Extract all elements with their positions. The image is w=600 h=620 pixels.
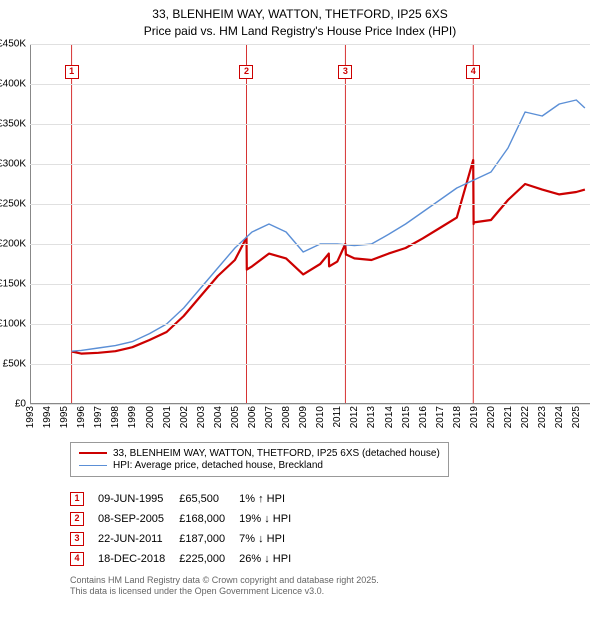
legend-label: 33, BLENHEIM WAY, WATTON, THETFORD, IP25… bbox=[113, 448, 440, 459]
event-marker: 4 bbox=[70, 552, 84, 566]
series-hpi bbox=[72, 100, 585, 351]
x-tick-label: 2005 bbox=[230, 406, 241, 432]
event-price: £65,500 bbox=[179, 489, 239, 509]
y-tick-label: £450K bbox=[0, 38, 30, 49]
event-price: £168,000 bbox=[179, 509, 239, 529]
event-date: 08-SEP-2005 bbox=[98, 509, 179, 529]
event-price: £187,000 bbox=[179, 529, 239, 549]
title-line-2: Price paid vs. HM Land Registry's House … bbox=[10, 23, 590, 40]
event-marker-cell: 4 bbox=[70, 549, 98, 569]
x-tick-label: 2006 bbox=[247, 406, 258, 432]
event-price: £225,000 bbox=[179, 549, 239, 569]
y-tick-label: £100K bbox=[0, 318, 30, 329]
y-tick-label: £50K bbox=[3, 358, 30, 369]
x-tick-label: 2009 bbox=[298, 406, 309, 432]
event-marker-cell: 2 bbox=[70, 509, 98, 529]
gridline bbox=[30, 244, 590, 245]
event-pct: 19% ↓ HPI bbox=[239, 509, 305, 529]
y-tick-label: £400K bbox=[0, 78, 30, 89]
events-table: 1 09-JUN-1995£65,5001% ↑ HPI 2 08-SEP-2005£… bbox=[70, 489, 590, 569]
legend: 33, BLENHEIM WAY, WATTON, THETFORD, IP25… bbox=[70, 442, 449, 477]
chart-marker: 4 bbox=[466, 65, 480, 79]
x-tick-label: 1997 bbox=[93, 406, 104, 432]
event-row: 1 09-JUN-1995£65,5001% ↑ HPI bbox=[70, 489, 305, 509]
plot-area: £0£50K£100K£150K£200K£250K£300K£350K£400… bbox=[30, 44, 590, 404]
legend-label: HPI: Average price, detached house, Brec… bbox=[113, 460, 323, 471]
chart-marker: 2 bbox=[239, 65, 253, 79]
event-marker: 3 bbox=[70, 532, 84, 546]
x-tick-label: 2019 bbox=[469, 406, 480, 432]
x-tick-label: 2001 bbox=[162, 406, 173, 432]
x-tick-label: 1995 bbox=[59, 406, 70, 432]
x-tick-label: 2008 bbox=[281, 406, 292, 432]
x-tick-label: 2025 bbox=[571, 406, 582, 432]
x-tick-label: 2013 bbox=[366, 406, 377, 432]
x-tick-label: 2002 bbox=[179, 406, 190, 432]
footnote-line-2: This data is licensed under the Open Gov… bbox=[70, 586, 590, 598]
y-tick-label: £350K bbox=[0, 118, 30, 129]
chart-title: 33, BLENHEIM WAY, WATTON, THETFORD, IP25… bbox=[10, 6, 590, 40]
gridline bbox=[30, 164, 590, 165]
gridline bbox=[30, 44, 590, 45]
y-tick-label: £300K bbox=[0, 158, 30, 169]
event-pct: 26% ↓ HPI bbox=[239, 549, 305, 569]
chart-marker: 1 bbox=[65, 65, 79, 79]
x-tick-label: 2016 bbox=[418, 406, 429, 432]
footnote: Contains HM Land Registry data © Crown c… bbox=[70, 575, 590, 598]
x-tick-label: 2010 bbox=[315, 406, 326, 432]
event-pct: 1% ↑ HPI bbox=[239, 489, 305, 509]
x-tick-label: 2024 bbox=[554, 406, 565, 432]
y-tick-label: £150K bbox=[0, 278, 30, 289]
x-tick-label: 2018 bbox=[452, 406, 463, 432]
event-pct: 7% ↓ HPI bbox=[239, 529, 305, 549]
x-tick-label: 2004 bbox=[213, 406, 224, 432]
x-tick-label: 2011 bbox=[332, 406, 343, 432]
x-tick-label: 1993 bbox=[25, 406, 36, 432]
legend-item: 33, BLENHEIM WAY, WATTON, THETFORD, IP25… bbox=[79, 448, 440, 459]
event-date: 22-JUN-2011 bbox=[98, 529, 179, 549]
x-tick-label: 2003 bbox=[196, 406, 207, 432]
x-tick-label: 2023 bbox=[537, 406, 548, 432]
gridline bbox=[30, 284, 590, 285]
y-tick-label: £200K bbox=[0, 238, 30, 249]
x-tick-label: 1996 bbox=[76, 406, 87, 432]
y-tick-label: £250K bbox=[0, 198, 30, 209]
gridline bbox=[30, 124, 590, 125]
gridline bbox=[30, 324, 590, 325]
legend-item: HPI: Average price, detached house, Brec… bbox=[79, 460, 440, 471]
event-marker: 1 bbox=[70, 492, 84, 506]
event-row: 2 08-SEP-2005£168,00019% ↓ HPI bbox=[70, 509, 305, 529]
chart-svg bbox=[30, 44, 590, 404]
x-tick-label: 2012 bbox=[349, 406, 360, 432]
event-date: 18-DEC-2018 bbox=[98, 549, 179, 569]
gridline bbox=[30, 404, 590, 405]
legend-swatch bbox=[79, 465, 107, 466]
x-tick-label: 2015 bbox=[401, 406, 412, 432]
event-marker-cell: 1 bbox=[70, 489, 98, 509]
gridline bbox=[30, 84, 590, 85]
legend-swatch bbox=[79, 452, 107, 454]
x-tick-label: 2000 bbox=[145, 406, 156, 432]
x-tick-label: 1999 bbox=[127, 406, 138, 432]
x-tick-label: 2020 bbox=[486, 406, 497, 432]
chart-marker: 3 bbox=[338, 65, 352, 79]
x-tick-label: 2021 bbox=[503, 406, 514, 432]
event-date: 09-JUN-1995 bbox=[98, 489, 179, 509]
event-row: 4 18-DEC-2018£225,00026% ↓ HPI bbox=[70, 549, 305, 569]
y-axis bbox=[30, 44, 31, 404]
x-tick-label: 2017 bbox=[435, 406, 446, 432]
event-row: 3 22-JUN-2011£187,0007% ↓ HPI bbox=[70, 529, 305, 549]
title-line-1: 33, BLENHEIM WAY, WATTON, THETFORD, IP25… bbox=[10, 6, 590, 23]
footnote-line-1: Contains HM Land Registry data © Crown c… bbox=[70, 575, 590, 587]
event-marker: 2 bbox=[70, 512, 84, 526]
x-tick-label: 2014 bbox=[384, 406, 395, 432]
x-tick-label: 1994 bbox=[42, 406, 53, 432]
x-tick-label: 2022 bbox=[520, 406, 531, 432]
x-tick-label: 2007 bbox=[264, 406, 275, 432]
gridline bbox=[30, 364, 590, 365]
chart-container: 33, BLENHEIM WAY, WATTON, THETFORD, IP25… bbox=[0, 0, 600, 620]
gridline bbox=[30, 204, 590, 205]
x-tick-label: 1998 bbox=[110, 406, 121, 432]
event-marker-cell: 3 bbox=[70, 529, 98, 549]
